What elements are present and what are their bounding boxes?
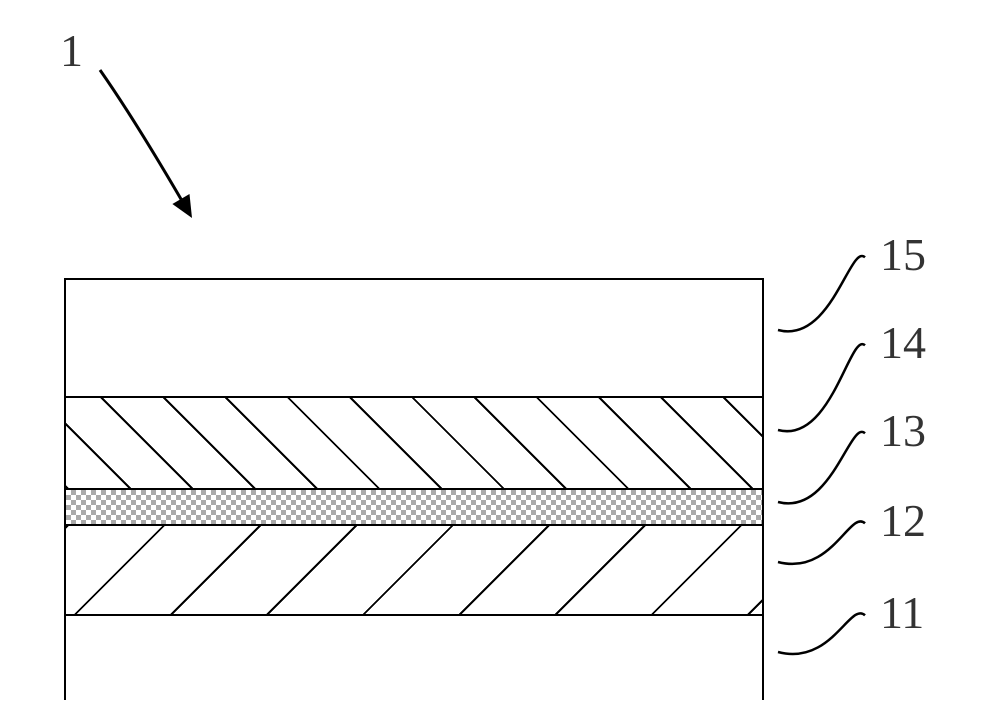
layer-label-14: 14 xyxy=(880,320,926,366)
layer-stack xyxy=(64,278,764,700)
layer-11 xyxy=(66,614,762,702)
layer-12 xyxy=(66,524,762,614)
layer-label-12: 12 xyxy=(880,498,926,544)
layer-14 xyxy=(66,396,762,488)
pointer-label: 1 xyxy=(60,28,83,74)
layer-15 xyxy=(66,280,762,396)
layer-label-15: 15 xyxy=(880,232,926,278)
layer-label-11: 11 xyxy=(880,590,924,636)
diagram-canvas: { "diagram": { "type": "layered-cross-se… xyxy=(0,0,1000,727)
layer-13 xyxy=(66,488,762,524)
layer-label-13: 13 xyxy=(880,408,926,454)
